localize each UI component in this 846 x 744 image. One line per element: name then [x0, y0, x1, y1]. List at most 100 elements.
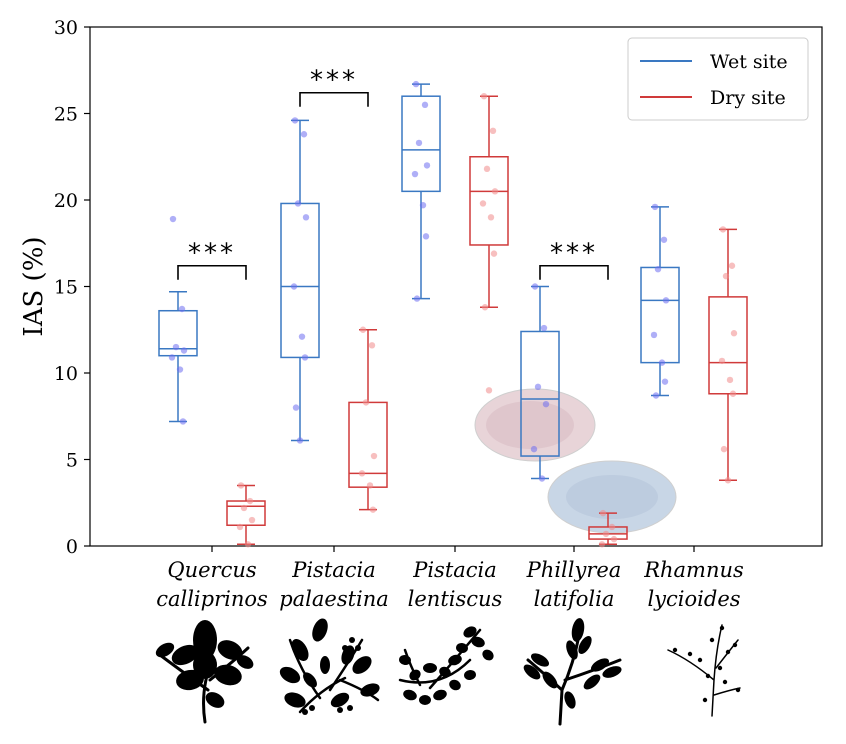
silhouette-leaf — [171, 644, 199, 666]
data-point — [290, 283, 298, 290]
silhouette-leaf — [399, 654, 411, 666]
data-point — [178, 305, 186, 313]
box-wet-2 — [401, 80, 441, 302]
silhouette-berry — [337, 707, 343, 713]
data-point — [542, 400, 550, 408]
silhouette-leaf — [566, 640, 578, 660]
data-point — [718, 357, 726, 365]
data-point — [415, 139, 423, 147]
box-dry-1 — [348, 326, 388, 513]
silhouette-stem — [158, 630, 250, 724]
data-point — [534, 383, 542, 391]
box-dry-0 — [226, 482, 266, 548]
data-point — [298, 333, 306, 340]
data-point — [292, 404, 300, 411]
silhouette-berry — [702, 697, 708, 703]
silhouette-berry — [709, 637, 715, 643]
silhouette-leaf — [236, 655, 254, 669]
category-label-line1: Pistacia — [291, 558, 376, 582]
y-tick-label: 5 — [66, 450, 78, 472]
data-point — [652, 392, 660, 399]
legend-label-dry: Dry site — [710, 87, 786, 109]
data-point — [296, 437, 304, 444]
data-point — [366, 482, 374, 489]
data-point — [485, 387, 493, 394]
data-point — [650, 331, 658, 339]
silhouette-leaf — [291, 639, 309, 661]
data-point — [358, 470, 366, 477]
box-iqr — [348, 401, 388, 488]
box-wet-4 — [640, 203, 680, 399]
silhouette-leaf — [583, 674, 601, 690]
silhouette-berry — [725, 649, 731, 655]
y-tick-label: 20 — [54, 190, 78, 212]
data-point — [370, 452, 378, 460]
silhouette-leaf — [409, 669, 421, 681]
silhouette-leaf — [433, 689, 447, 701]
data-point — [291, 117, 299, 124]
box-wet-3 — [520, 283, 560, 482]
category-label-line1: Quercus — [167, 558, 256, 582]
data-point — [651, 203, 659, 211]
box-wet-0 — [158, 215, 198, 425]
data-point — [660, 236, 668, 243]
significance-label: *** — [310, 66, 358, 96]
data-point — [481, 304, 489, 311]
silhouette-berry — [719, 625, 725, 631]
data-point — [369, 506, 377, 513]
data-point — [411, 170, 419, 178]
data-point — [724, 477, 732, 484]
data-point — [240, 504, 248, 512]
silhouette-leaf — [330, 692, 350, 708]
data-point — [244, 541, 252, 548]
plant-silhouette-lentiscus — [398, 626, 494, 705]
data-point — [599, 509, 607, 517]
axes: 0 5 10 15 20 25 30 IAS (%) — [19, 17, 823, 558]
data-point — [540, 324, 548, 332]
legend: Wet site Dry site — [627, 37, 809, 121]
data-point — [419, 201, 427, 209]
data-point — [489, 127, 497, 134]
silhouette-leaf — [193, 620, 217, 660]
silhouette-leaf — [571, 618, 585, 642]
micrograph-inset-dry-texture — [486, 401, 574, 449]
silhouette-leaf — [155, 642, 175, 658]
y-tick-label: 15 — [54, 277, 78, 299]
significance-brackets: *** *** *** — [177, 66, 609, 280]
data-point — [368, 342, 376, 349]
plant-silhouette-rhamnus — [667, 624, 741, 717]
silhouette-leaf — [193, 651, 217, 679]
plant-silhouettes — [155, 618, 741, 726]
category-label-line1: Rhamnus — [643, 558, 744, 582]
legend-label-wet: Wet site — [710, 51, 788, 73]
plant-silhouette-phillyrea — [523, 618, 622, 726]
data-point — [300, 131, 308, 138]
data-point — [654, 266, 662, 273]
box-dry-2 — [469, 93, 509, 394]
category-label-line1: Pistacia — [412, 558, 497, 582]
data-point — [246, 497, 254, 505]
category-label-line2: calliprinos — [156, 587, 268, 611]
silhouette-leaf — [205, 692, 225, 708]
silhouette-leaf — [564, 691, 576, 709]
category-label-line2: palaestina — [279, 587, 389, 611]
silhouette-leaf — [482, 649, 494, 661]
data-point — [302, 214, 310, 221]
silhouette-leaf — [602, 666, 622, 678]
category-label-line2: lycioides — [647, 587, 740, 611]
category-label-line1: Phillyrea — [526, 558, 622, 582]
box-iqr — [520, 330, 560, 457]
data-point — [662, 297, 670, 304]
box-dry-3 — [588, 509, 628, 548]
significance-label: *** — [550, 239, 598, 269]
data-point — [729, 390, 737, 397]
box-plots — [158, 80, 748, 548]
data-point — [531, 283, 539, 290]
silhouette-berry — [717, 665, 723, 671]
silhouette-leaf — [448, 654, 462, 666]
silhouette-berry — [309, 705, 315, 711]
y-tick-label: 30 — [54, 17, 78, 39]
box-iqr — [158, 309, 198, 357]
plant-silhouette-quercus — [155, 620, 254, 724]
